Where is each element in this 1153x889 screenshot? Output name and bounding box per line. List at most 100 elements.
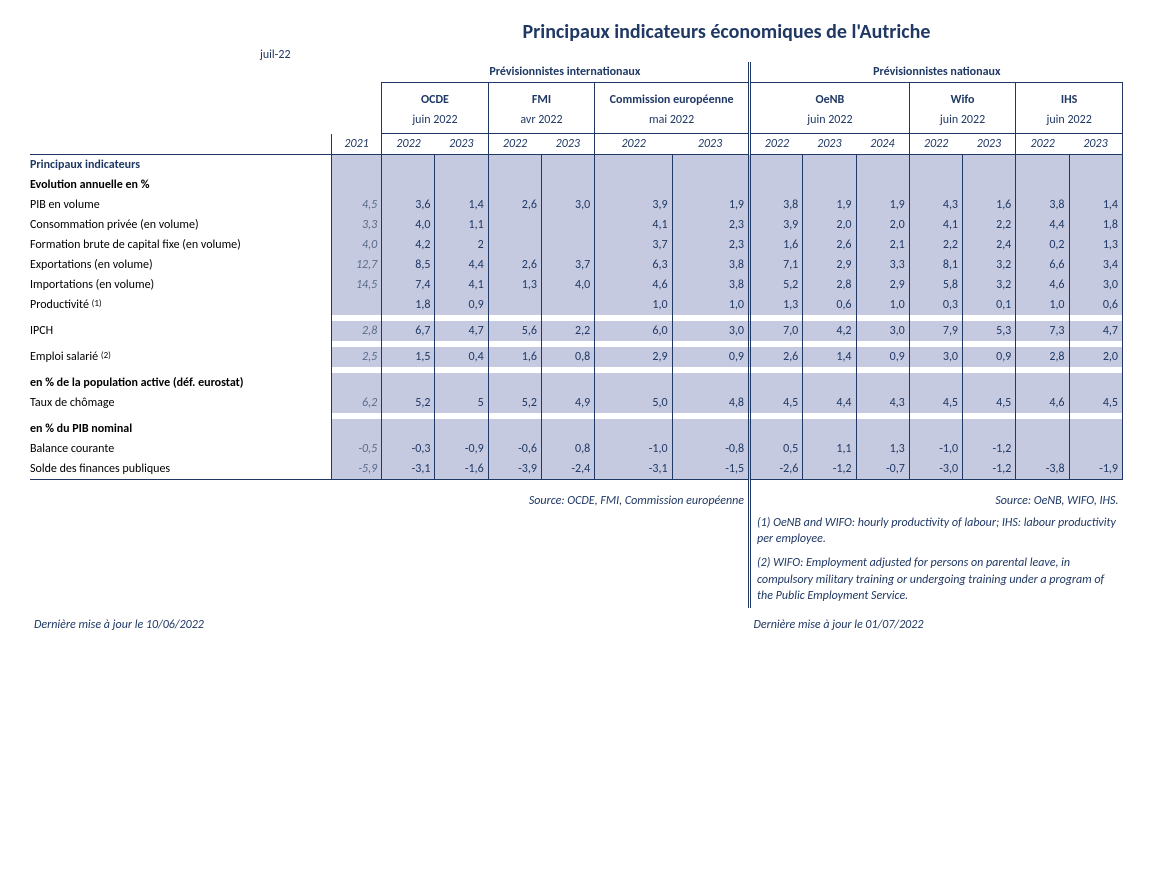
cell-value: -0,3	[382, 439, 435, 459]
cell-2021	[331, 295, 381, 315]
cell-value: 1,4	[803, 347, 856, 367]
cell-value: 1,9	[672, 195, 749, 215]
cell-value: 3,6	[382, 195, 435, 215]
cell-value	[1069, 439, 1122, 459]
cell-value: 0,2	[1016, 235, 1069, 255]
cell-value: 2,6	[488, 255, 541, 275]
cell-2021: 2,5	[331, 347, 381, 367]
cell-value: -1,9	[1069, 459, 1122, 480]
row-label: Solde des finances publiques	[30, 459, 331, 480]
cell-value: 4,2	[382, 235, 435, 255]
table-row: Consommation privée (en volume)3,34,01,1…	[30, 215, 1123, 235]
note-row: (2) WIFO: Employment adjusted for person…	[30, 551, 1123, 608]
col-year: 2023	[541, 134, 594, 155]
cell-value: 3,8	[672, 255, 749, 275]
cell-value: 4,5	[750, 393, 803, 413]
cell-2021: 4,0	[331, 235, 381, 255]
cell-value: 5	[435, 393, 488, 413]
source-row: Source: OCDE, FMI, Commission européenne…	[30, 480, 1123, 512]
cell-value: 1,8	[382, 295, 435, 315]
cell-value: 2,0	[856, 215, 909, 235]
cell-value: 1,4	[435, 195, 488, 215]
cell-value: -1,6	[435, 459, 488, 480]
cell-value: -1,2	[963, 459, 1016, 480]
cell-value: -1,2	[963, 439, 1016, 459]
data-block-chomage: Taux de chômage6,25,255,24,95,04,84,54,4…	[30, 393, 1123, 413]
cell-value: 3,0	[672, 321, 749, 341]
cell-value: -3,1	[382, 459, 435, 480]
cell-value: 1,0	[595, 295, 672, 315]
cell-value	[541, 295, 594, 315]
cell-value	[488, 235, 541, 255]
cell-value: 2,3	[672, 215, 749, 235]
row-label: Exportations (en volume)	[30, 255, 331, 275]
cell-value: 3,4	[1069, 255, 1122, 275]
table-row: Formation brute de capital fixe (en volu…	[30, 235, 1123, 255]
cell-value: 0,8	[541, 347, 594, 367]
row-label: Importations (en volume)	[30, 275, 331, 295]
row-label: IPCH	[30, 321, 331, 341]
section-evol: Evolution annuelle en %	[30, 175, 331, 195]
cell-value: 2,9	[595, 347, 672, 367]
forecaster-ocde: OCDE	[382, 83, 489, 111]
col-year: 2023	[803, 134, 856, 155]
cell-value: 0,6	[803, 295, 856, 315]
forecaster-name-row: OCDE FMI Commission européenne OeNB Wifo…	[30, 83, 1123, 111]
cell-value: 2,0	[1069, 347, 1122, 367]
cell-value: 1,0	[1016, 295, 1069, 315]
cell-value: 3,7	[541, 255, 594, 275]
col-year: 2023	[672, 134, 749, 155]
page-title: Principaux indicateurs économiques de l'…	[30, 20, 1123, 44]
cell-value: -1,5	[672, 459, 749, 480]
cell-value: 1,0	[856, 295, 909, 315]
cell-2021: 14,5	[331, 275, 381, 295]
cell-value: 1,0	[672, 295, 749, 315]
cell-value: 3,8	[1016, 195, 1069, 215]
cell-value: 4,3	[909, 195, 962, 215]
cell-value: 5,0	[595, 393, 672, 413]
cell-value: 4,9	[541, 393, 594, 413]
cell-value: 4,5	[909, 393, 962, 413]
cell-value: 2,6	[750, 347, 803, 367]
cell-value: 4,1	[435, 275, 488, 295]
cell-value: 0,4	[435, 347, 488, 367]
cell-value: 4,5	[963, 393, 1016, 413]
cell-value: 5,2	[488, 393, 541, 413]
forecaster-oenb: OeNB	[750, 83, 910, 111]
row-label: Emploi salarié (2)	[30, 347, 331, 367]
cell-value: 3,0	[541, 195, 594, 215]
cell-value: 0,9	[435, 295, 488, 315]
cell-value: 6,6	[1016, 255, 1069, 275]
cell-value: 1,6	[488, 347, 541, 367]
table-row: Productivité (1)1,80,91,01,01,30,61,00,3…	[30, 295, 1123, 315]
table-row: Balance courante-0,5-0,3-0,9-0,60,8-1,0-…	[30, 439, 1123, 459]
cell-value	[541, 235, 594, 255]
cell-value: 4,6	[1016, 275, 1069, 295]
cell-value: 0,9	[856, 347, 909, 367]
row-label: Formation brute de capital fixe (en volu…	[30, 235, 331, 255]
cell-value: 3,7	[595, 235, 672, 255]
cell-value	[488, 295, 541, 315]
year-row: 2021 2022 2023 2022 2023 2022 2023 2022 …	[30, 134, 1123, 155]
col-year: 2022	[750, 134, 803, 155]
cell-value: 3,3	[856, 255, 909, 275]
table-row: Solde des finances publiques-5,9-3,1-1,6…	[30, 459, 1123, 480]
cell-value: 6,7	[382, 321, 435, 341]
update-row: Dernière mise à jour le 10/06/2022 Derni…	[30, 608, 1123, 635]
col-year: 2023	[963, 134, 1016, 155]
cell-value: 7,9	[909, 321, 962, 341]
row-label: Balance courante	[30, 439, 331, 459]
update-left: Dernière mise à jour le 10/06/2022	[30, 608, 750, 635]
table-row: Principaux indicateurs	[30, 155, 1123, 176]
cell-value	[1016, 439, 1069, 459]
cell-value: 4,0	[382, 215, 435, 235]
cell-value: 7,1	[750, 255, 803, 275]
cell-value: 8,1	[909, 255, 962, 275]
cell-value	[488, 215, 541, 235]
cell-value: -3,0	[909, 459, 962, 480]
cell-value: 1,5	[382, 347, 435, 367]
section-pop: en % de la population active (déf. euros…	[30, 373, 331, 393]
cell-value: 0,6	[1069, 295, 1122, 315]
cell-value: 5,8	[909, 275, 962, 295]
cell-value: 5,2	[750, 275, 803, 295]
